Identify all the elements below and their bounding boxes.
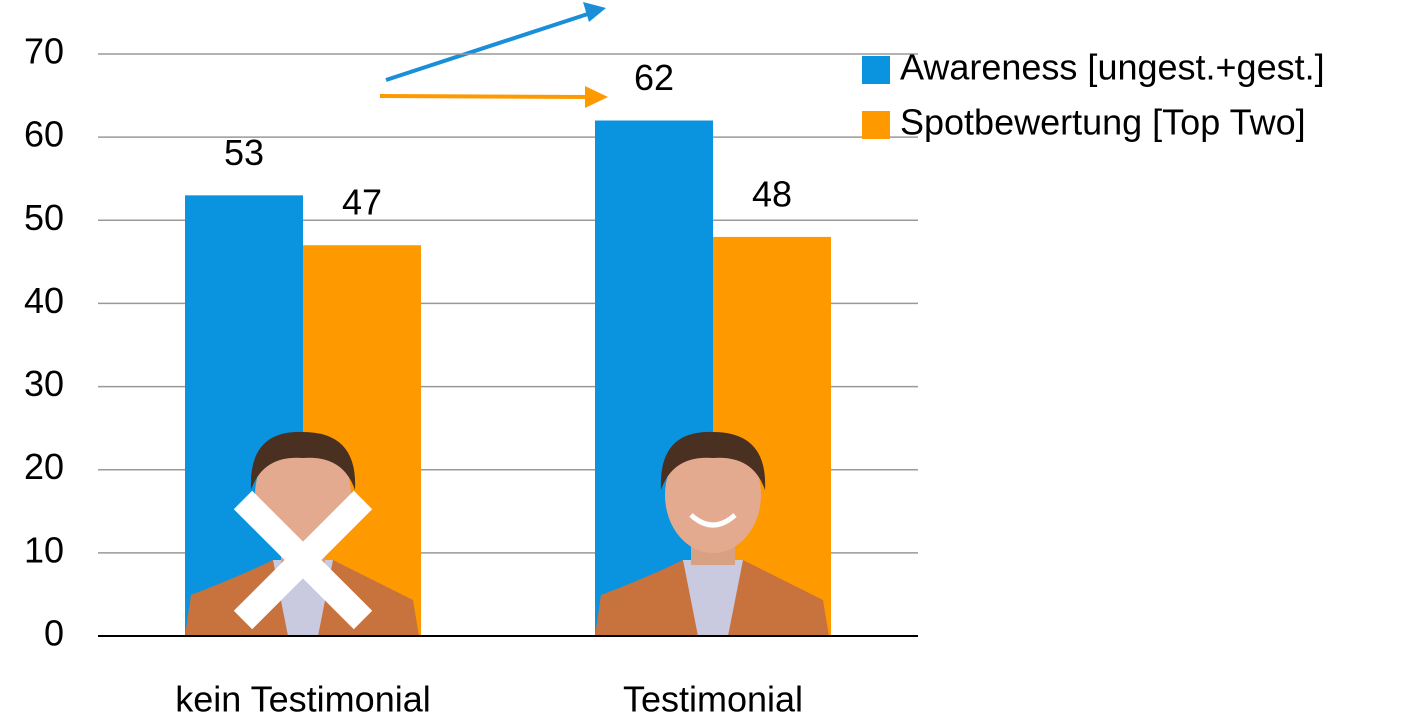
legend-label: Spotbewertung [Top Two]	[900, 102, 1306, 143]
legend-swatch	[862, 56, 890, 84]
y-tick-label: 20	[24, 446, 64, 487]
y-tick-label: 10	[24, 529, 64, 570]
y-tick-label: 0	[44, 613, 64, 654]
y-tick-label: 60	[24, 114, 64, 155]
data-label: 48	[752, 173, 792, 214]
x-tick-label: kein Testimonial	[175, 679, 430, 720]
y-tick-label: 50	[24, 197, 64, 238]
arrow	[385, 8, 601, 82]
arrow	[379, 94, 591, 99]
legend-swatch	[862, 111, 890, 139]
arrow-head	[585, 86, 608, 108]
shirt	[683, 560, 743, 636]
face	[665, 437, 761, 553]
y-tick-label: 30	[24, 363, 64, 404]
trend-arrows	[379, 2, 608, 108]
smile	[689, 513, 737, 528]
data-label: 53	[224, 132, 264, 173]
y-tick-label: 40	[24, 280, 64, 321]
cross	[233, 490, 373, 630]
hair	[250, 431, 356, 490]
data-label: 47	[342, 182, 382, 223]
data-label: 62	[634, 57, 674, 98]
testimonial-picture	[595, 431, 829, 636]
legend-label: Awareness [ungest.+gest.]	[900, 47, 1325, 88]
testimonial-picture	[185, 431, 419, 636]
x-tick-label: Testimonial	[623, 679, 803, 720]
hair	[660, 431, 766, 490]
arrow-head	[583, 2, 606, 22]
y-tick-label: 70	[24, 31, 64, 72]
